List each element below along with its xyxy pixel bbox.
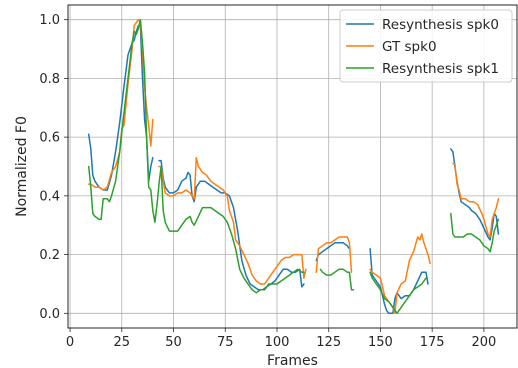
y-tick-label: 0.6 [39,131,60,146]
series-line-segment [450,212,500,253]
series-line-segment [315,242,351,262]
y-tick-label: 1.0 [39,13,60,28]
y-tick-label: 0.0 [39,307,60,322]
y-tick-label: 0.2 [39,248,60,263]
series-2 [87,18,500,315]
series-line-segment [315,236,353,273]
series-line-segment [452,162,500,238]
x-tick-label: 150 [368,335,393,350]
series-line-segment [319,268,355,291]
x-tick-label: 75 [217,335,234,350]
legend: Resynthesis spk0 GT spk0 Resynthesis spk1 [339,9,513,83]
x-tick-label: 175 [420,335,445,350]
x-tick-label: 50 [165,335,182,350]
series-line-segment [369,247,429,315]
legend-box [339,9,513,83]
series-line-segment [158,159,305,291]
plot-frame [67,4,518,329]
x-tick-label: 0 [66,335,74,350]
x-tick-label: 200 [471,335,496,350]
y-tick-label: 0.8 [39,72,60,87]
legend-entry: GT spk0 [382,39,437,55]
x-tick-label: 125 [316,335,341,350]
x-axis-label: Frames [267,353,318,368]
x-tick-label: 25 [114,335,131,350]
y-axis-label: Normalized F0 [14,116,30,217]
x-tick-label: 100 [265,335,290,350]
legend-entry: Resynthesis spk1 [382,61,499,77]
series-line-segment [369,271,427,315]
series-lines [87,18,500,315]
series-3 [87,18,500,315]
series-line-segment [158,156,307,285]
series-line-segment [87,18,305,294]
axis-ticks: 0 25 50 75 100 125 150 175 200 0.0 0.2 0.4 0.6 0.8 1.0 [39,13,496,350]
series-line-segment [369,233,431,315]
series-line-segment [87,24,154,191]
y-tick-label: 0.4 [39,189,60,204]
legend-entry: Resynthesis spk0 [382,17,499,33]
